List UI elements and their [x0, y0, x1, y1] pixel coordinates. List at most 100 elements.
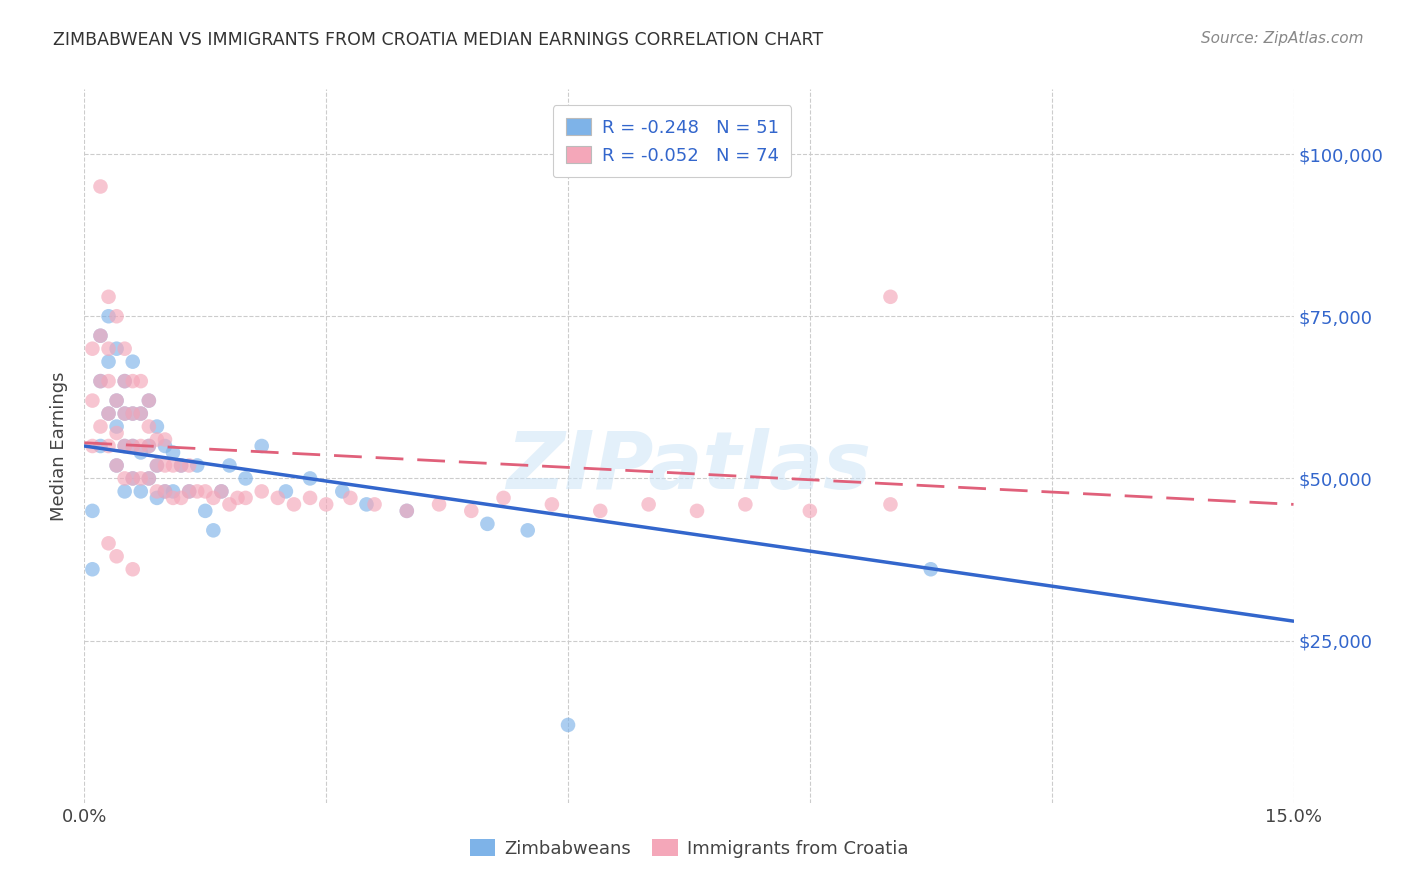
Point [129, 471, 152, 485]
Point [162, 484, 184, 499]
Point [146, 458, 169, 473]
Point [209, 484, 232, 499]
Point [97, 374, 120, 388]
Point [89, 374, 111, 388]
Point [129, 407, 152, 421]
Point [194, 484, 217, 499]
Point [162, 491, 184, 505]
Point [179, 484, 201, 499]
Point [89, 328, 111, 343]
Point [202, 524, 225, 538]
Point [89, 374, 111, 388]
Point [315, 497, 337, 511]
Point [89, 179, 111, 194]
Point [82, 439, 104, 453]
Point [114, 374, 136, 388]
Point [121, 407, 143, 421]
Point [799, 504, 821, 518]
Point [146, 419, 169, 434]
Point [97, 407, 120, 421]
Point [283, 497, 305, 511]
Point [121, 439, 143, 453]
Point [879, 290, 901, 304]
Point [179, 458, 201, 473]
Point [235, 471, 257, 485]
Point [146, 433, 169, 447]
Point [395, 504, 418, 518]
Point [186, 458, 208, 473]
Point [218, 458, 240, 473]
Point [492, 491, 515, 505]
Point [121, 471, 143, 485]
Point [105, 458, 128, 473]
Point [97, 342, 120, 356]
Point [129, 445, 152, 459]
Point [82, 393, 104, 408]
Point [82, 342, 104, 356]
Point [170, 491, 193, 505]
Point [138, 439, 160, 453]
Point [97, 536, 120, 550]
Point [129, 407, 152, 421]
Point [339, 491, 361, 505]
Point [356, 497, 378, 511]
Point [226, 491, 249, 505]
Point [114, 374, 136, 388]
Point [121, 562, 143, 576]
Point [170, 458, 193, 473]
Point [97, 354, 120, 368]
Point [209, 484, 232, 499]
Point [589, 504, 612, 518]
Point [179, 484, 201, 499]
Point [637, 497, 659, 511]
Point [89, 439, 111, 453]
Point [186, 484, 208, 499]
Point [82, 562, 104, 576]
Point [89, 328, 111, 343]
Point [557, 718, 579, 732]
Point [105, 419, 128, 434]
Point [121, 374, 143, 388]
Point [105, 393, 128, 408]
Point [194, 504, 217, 518]
Point [114, 342, 136, 356]
Point [129, 374, 152, 388]
Point [138, 471, 160, 485]
Point [162, 445, 184, 459]
Point [202, 491, 225, 505]
Point [146, 484, 169, 499]
Point [105, 458, 128, 473]
Point [170, 458, 193, 473]
Y-axis label: Median Earnings: Median Earnings [51, 371, 69, 521]
Point [146, 491, 169, 505]
Point [105, 425, 128, 440]
Point [114, 407, 136, 421]
Point [114, 439, 136, 453]
Point [121, 471, 143, 485]
Point [121, 439, 143, 453]
Point [686, 504, 709, 518]
Point [153, 439, 176, 453]
Point [121, 354, 143, 368]
Point [105, 310, 128, 324]
Point [395, 504, 418, 518]
Point [153, 458, 176, 473]
Point [138, 393, 160, 408]
Point [153, 484, 176, 499]
Point [105, 342, 128, 356]
Point [114, 484, 136, 499]
Point [330, 484, 353, 499]
Point [114, 439, 136, 453]
Point [235, 491, 257, 505]
Point [97, 407, 120, 421]
Text: ZIPatlas: ZIPatlas [506, 428, 872, 507]
Point [427, 497, 450, 511]
Point [97, 290, 120, 304]
Point [129, 439, 152, 453]
Text: Source: ZipAtlas.com: Source: ZipAtlas.com [1201, 31, 1364, 46]
Point [105, 393, 128, 408]
Text: ZIMBABWEAN VS IMMIGRANTS FROM CROATIA MEDIAN EARNINGS CORRELATION CHART: ZIMBABWEAN VS IMMIGRANTS FROM CROATIA ME… [53, 31, 824, 49]
Point [114, 471, 136, 485]
Point [146, 458, 169, 473]
Point [363, 497, 385, 511]
